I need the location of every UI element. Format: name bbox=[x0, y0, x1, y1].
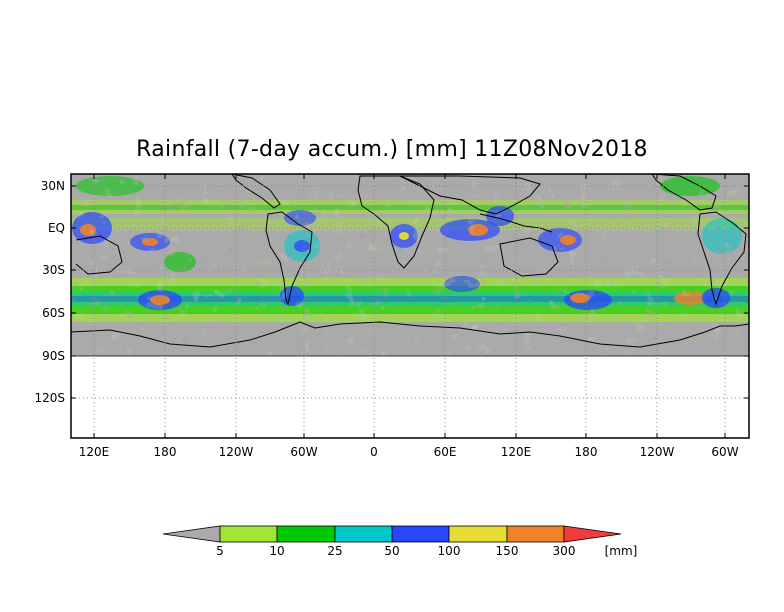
colorbar-segment bbox=[391, 525, 450, 543]
colorbar-level-label: 5 bbox=[216, 544, 224, 558]
colorbar-level-label: 100 bbox=[438, 544, 461, 558]
colorbar-level-label: 25 bbox=[327, 544, 342, 558]
colorbar-segment bbox=[506, 525, 565, 543]
lon-tick-label: 120E bbox=[501, 445, 532, 459]
south-america-west-copy bbox=[265, 211, 313, 306]
latitude-axis: 30N EQ 30S 60S 90S 120S bbox=[34, 179, 749, 405]
lon-tick-label: 120E bbox=[79, 445, 110, 459]
colorbar-segment bbox=[334, 525, 393, 543]
colorbar-level-label: 150 bbox=[496, 544, 519, 558]
africa bbox=[357, 175, 435, 269]
north-america-east-copy bbox=[651, 173, 717, 211]
lat-tick-label: 90S bbox=[42, 349, 65, 363]
lat-tick-label: 30N bbox=[41, 179, 65, 193]
lat-tick-label: 60S bbox=[42, 306, 65, 320]
colorbar-segment-below-min bbox=[162, 525, 221, 543]
colorbar-level-label: 50 bbox=[384, 544, 399, 558]
lon-tick-label: 120W bbox=[640, 445, 675, 459]
lat-tick-label: EQ bbox=[48, 221, 65, 235]
lon-tick-label: 60W bbox=[711, 445, 738, 459]
australia bbox=[499, 237, 559, 277]
colorbar-segment bbox=[276, 525, 336, 543]
maritime-continent bbox=[479, 213, 553, 233]
antarctica-coastline bbox=[70, 321, 750, 348]
rainfall-colorbar: 5 10 25 50 100 150 300 [mm] bbox=[162, 525, 638, 558]
rain-speckle-texture bbox=[71, 174, 749, 356]
europe-asia bbox=[399, 175, 541, 215]
rainfall-field bbox=[71, 174, 749, 356]
north-america-west-copy bbox=[230, 173, 281, 209]
colorbar-segment bbox=[448, 525, 508, 543]
lat-tick-label: 120S bbox=[34, 391, 65, 405]
longitude-axis: 120E 180 120W 60W 0 60E 120E 180 120W 60W bbox=[79, 174, 739, 459]
lon-tick-label: 60W bbox=[290, 445, 317, 459]
plot-frame bbox=[70, 173, 750, 439]
lon-tick-label: 120W bbox=[219, 445, 254, 459]
lon-tick-label: 0 bbox=[370, 445, 378, 459]
map-title: Rainfall (7-day accum.) [mm] 11Z08Nov201… bbox=[136, 137, 648, 162]
lat-tick-label: 30S bbox=[42, 263, 65, 277]
colorbar-level-label: 300 bbox=[553, 544, 576, 558]
colorbar-unit-label: [mm] bbox=[605, 544, 638, 558]
lon-tick-label: 60E bbox=[434, 445, 457, 459]
south-america-east-copy bbox=[697, 211, 747, 306]
continent-outlines bbox=[75, 173, 747, 306]
lon-tick-label: 180 bbox=[575, 445, 598, 459]
lon-tick-label: 180 bbox=[154, 445, 177, 459]
colorbar-segment-above-max bbox=[563, 525, 622, 543]
colorbar-segment bbox=[219, 525, 278, 543]
australia-west-copy bbox=[75, 235, 123, 275]
colorbar-level-label: 10 bbox=[269, 544, 284, 558]
